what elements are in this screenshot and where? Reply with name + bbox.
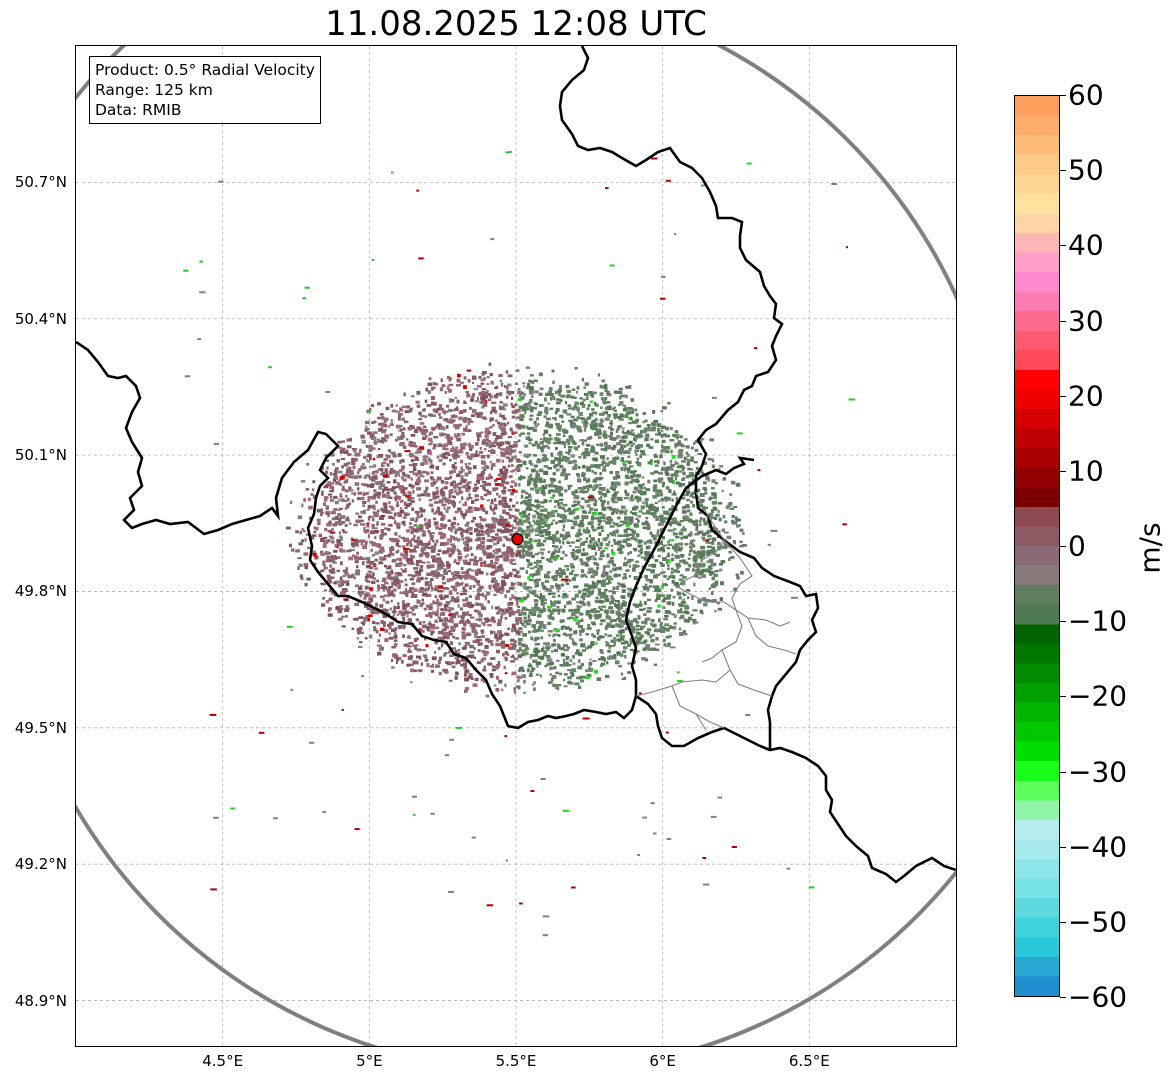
lat-tick-label: 49.8°N bbox=[14, 582, 67, 601]
colorbar-tick-label: −60 bbox=[1068, 980, 1128, 1014]
lon-tick-label: 4.5°E bbox=[202, 1052, 244, 1070]
colorbar-tick-mark bbox=[1060, 771, 1066, 773]
lat-tick-label: 49.2°N bbox=[14, 855, 67, 874]
colorbar-tick-mark bbox=[1060, 95, 1066, 96]
lat-tick-label: 49.5°N bbox=[14, 718, 67, 737]
colorbar-tick-mark bbox=[1060, 621, 1066, 623]
lon-tick-label: 5°E bbox=[356, 1052, 383, 1070]
border-belgium-germany bbox=[558, 46, 820, 750]
data-source-label: Data: RMIB bbox=[95, 101, 182, 119]
colorbar-tick-label: 50 bbox=[1068, 153, 1104, 187]
range-ring-east bbox=[715, 46, 956, 301]
lon-tick-label: 6.5°E bbox=[788, 1052, 830, 1070]
lon-tick-label: 5.5°E bbox=[495, 1052, 537, 1070]
colorbar-tick-mark bbox=[1060, 320, 1066, 322]
colorbar-tick-mark bbox=[1060, 395, 1066, 397]
lon-tick-label: 6°E bbox=[649, 1052, 676, 1070]
colorbar-tick-label: 10 bbox=[1068, 454, 1104, 488]
border-belgium-france-west bbox=[76, 340, 755, 730]
colorbar-tick-label: 20 bbox=[1068, 379, 1104, 413]
graticule bbox=[76, 46, 956, 1046]
velocity-echoes bbox=[183, 150, 856, 937]
radar-map[interactable] bbox=[75, 45, 957, 1047]
colorbar-tick-mark bbox=[1060, 997, 1066, 998]
lat-tick-label: 50.4°N bbox=[14, 309, 67, 328]
colorbar-label: m/s bbox=[1133, 522, 1167, 574]
velocity-colorbar bbox=[1014, 95, 1060, 997]
colorbar-tick-mark bbox=[1060, 245, 1066, 247]
border-luxembourg-east bbox=[635, 694, 956, 884]
lat-tick-label: 50.1°N bbox=[14, 446, 67, 465]
product-label: Product: 0.5° Radial Velocity bbox=[95, 61, 315, 79]
country-borders bbox=[76, 46, 956, 884]
colorbar-tick-label: −40 bbox=[1068, 830, 1128, 864]
colorbar-tick-label: 60 bbox=[1068, 78, 1104, 112]
colorbar-tick-mark bbox=[1060, 546, 1066, 547]
colorbar-tick-label: 30 bbox=[1068, 304, 1104, 337]
radar-site-marker bbox=[511, 533, 524, 546]
range-ring-south bbox=[76, 803, 956, 1046]
colorbar-tick-mark bbox=[1060, 846, 1066, 848]
colorbar-tick-mark bbox=[1060, 921, 1066, 923]
colorbar-tick-label: −20 bbox=[1068, 679, 1128, 713]
colorbar-tick-label: −10 bbox=[1068, 604, 1128, 638]
colorbar-tick-label: −50 bbox=[1068, 905, 1128, 939]
lat-tick-label: 48.9°N bbox=[14, 991, 67, 1010]
colorbar-tick-mark bbox=[1060, 696, 1066, 698]
colorbar-tick-label: −30 bbox=[1068, 755, 1128, 788]
map-canvas bbox=[76, 46, 956, 1046]
map-title: 11.08.2025 12:08 UTC bbox=[325, 4, 707, 44]
range-label: Range: 125 km bbox=[95, 81, 213, 99]
lat-tick-label: 50.7°N bbox=[14, 173, 67, 192]
colorbar-tick-mark bbox=[1060, 470, 1066, 472]
colorbar-tick-mark bbox=[1060, 170, 1066, 172]
colorbar-tick-label: 0 bbox=[1068, 529, 1086, 563]
product-info-box: Product: 0.5° Radial Velocity Range: 125… bbox=[89, 56, 321, 124]
luxembourg-subdivisions bbox=[635, 491, 797, 731]
colorbar-tick-label: 40 bbox=[1068, 228, 1104, 262]
